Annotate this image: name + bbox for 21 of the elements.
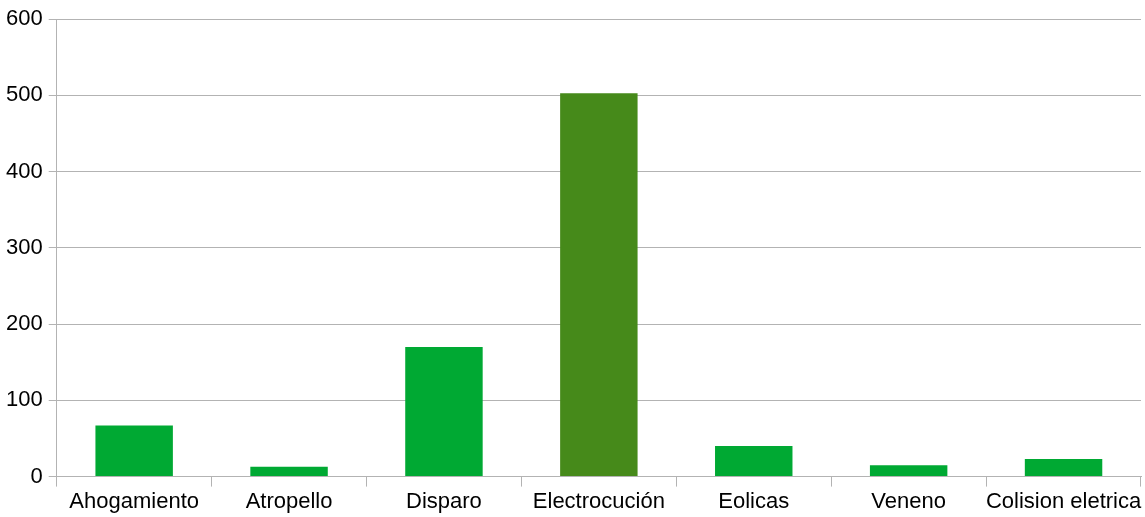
y-tick-label: 400 <box>5 157 43 183</box>
bar <box>715 446 793 477</box>
y-tick-label: 600 <box>5 5 43 31</box>
x-tick-label: Electrocución <box>532 487 665 513</box>
y-tick-label: 300 <box>5 233 43 259</box>
bar <box>250 466 328 477</box>
x-tick-label: Veneno <box>871 487 946 513</box>
x-tick-label: Atropello <box>245 487 333 513</box>
y-tick-label: 500 <box>5 81 43 107</box>
x-tick-label: Colision eletrica <box>985 487 1142 513</box>
x-tick-label: Eolicas <box>718 487 790 513</box>
y-tick-label: 100 <box>5 386 43 412</box>
bar <box>560 93 638 477</box>
y-tick-label: 200 <box>5 310 43 336</box>
bar <box>95 425 173 477</box>
x-tick-label: Ahogamiento <box>69 487 199 513</box>
bar <box>1024 459 1103 477</box>
bar <box>869 465 948 477</box>
y-tick-label: 0 <box>30 462 43 488</box>
x-tick-label: Disparo <box>406 487 482 513</box>
bar <box>405 347 483 477</box>
